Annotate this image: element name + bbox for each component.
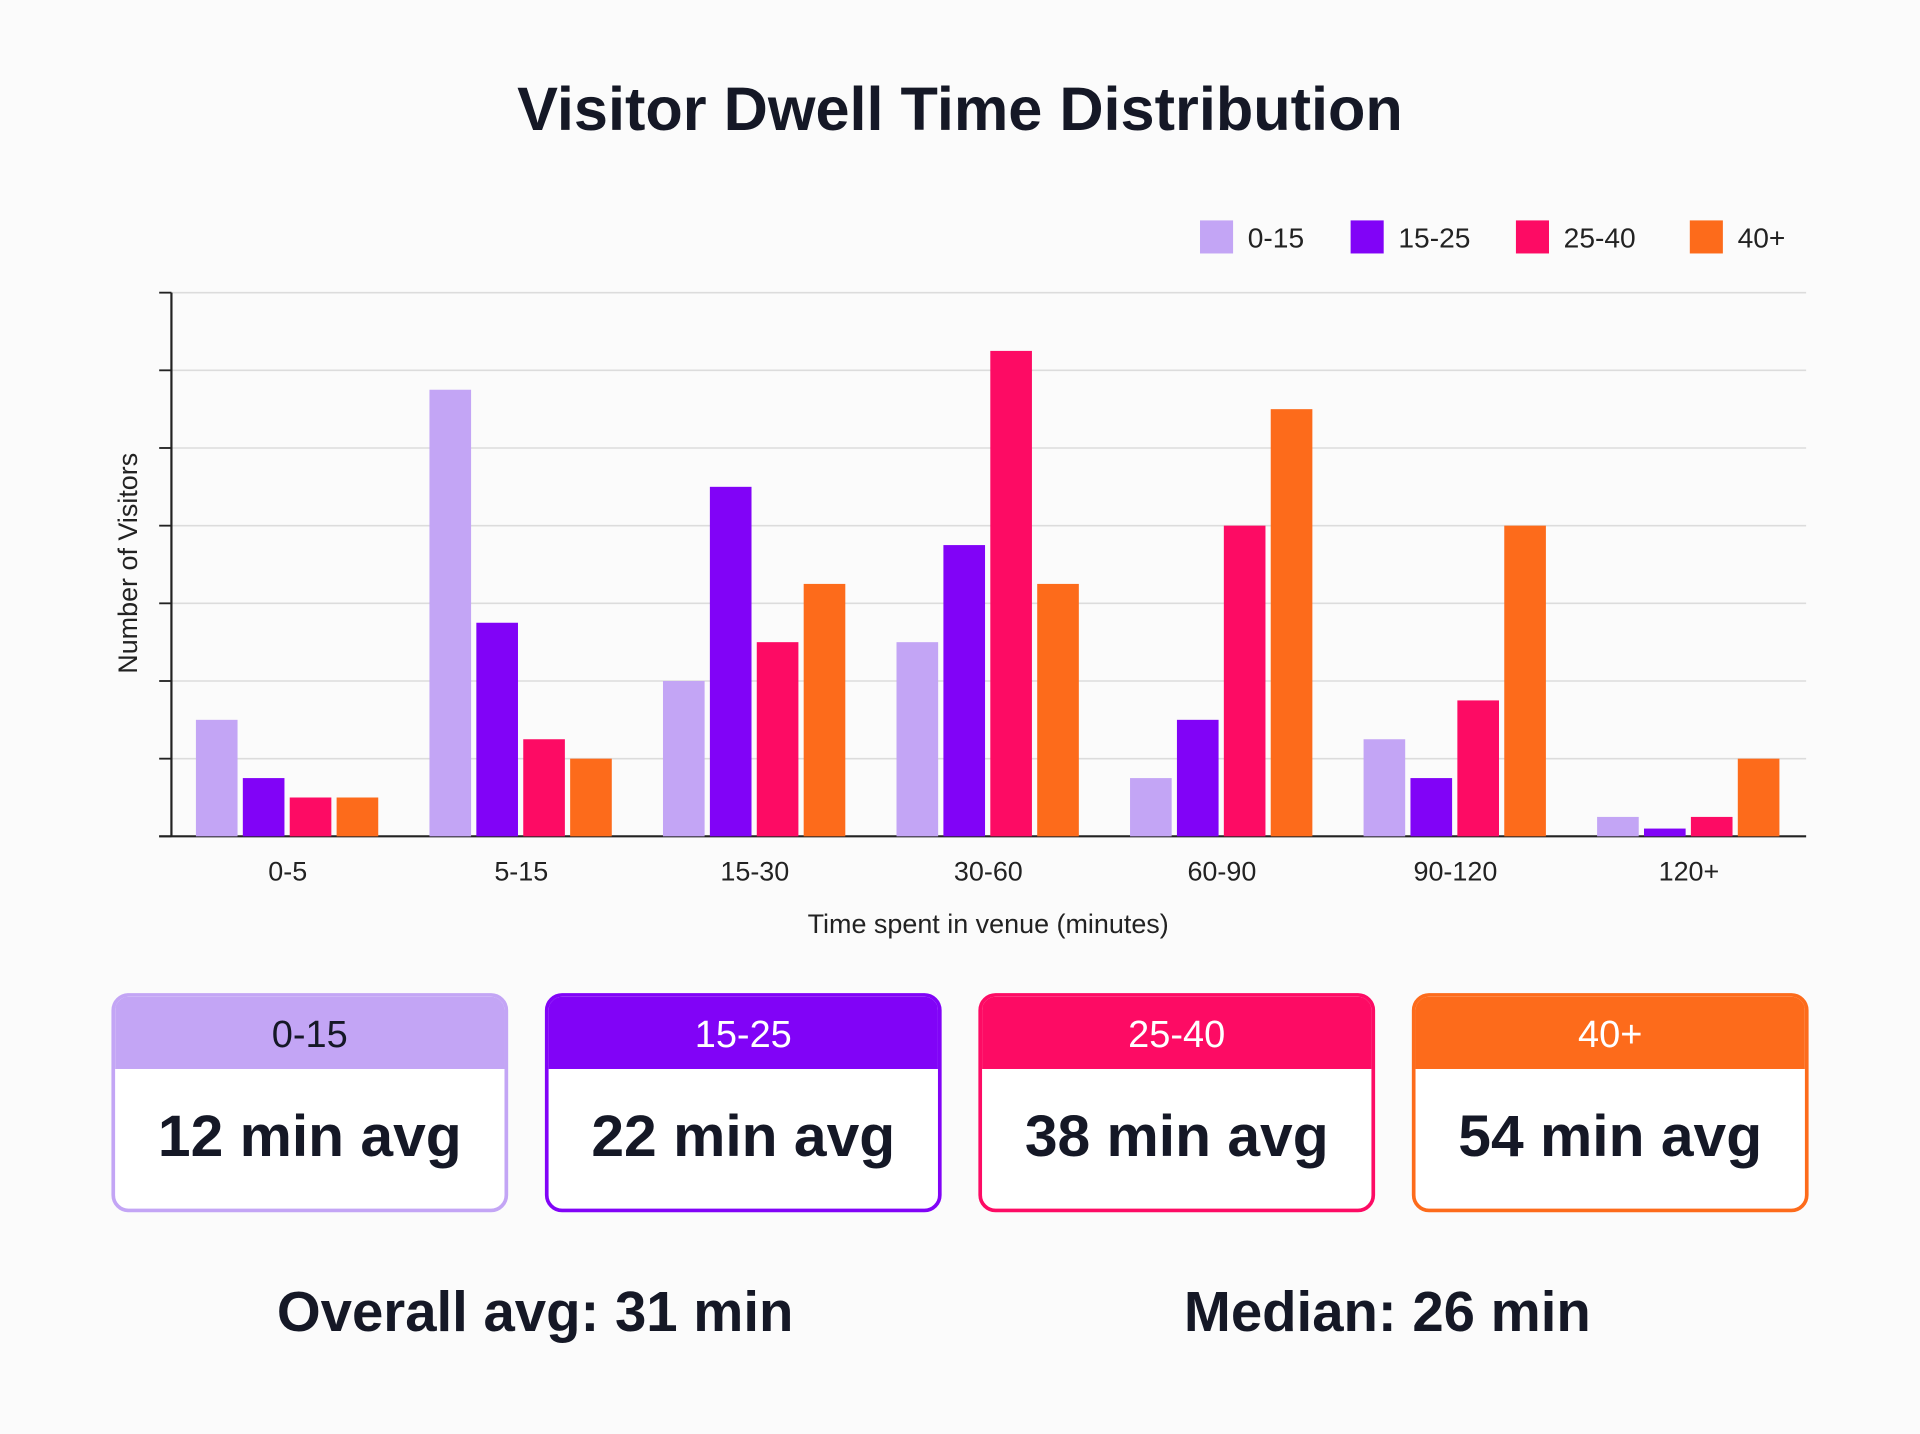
- card-value: 22 min avg: [591, 1104, 896, 1170]
- bar-40+-0-5: [336, 797, 379, 837]
- bar-15-25-15-30: [709, 486, 752, 837]
- bar-0-15-5-15: [429, 389, 472, 837]
- bar-chart: 0-5 5-15 15-30 30-60 60-90 90-120 120+ Time spe…: [113, 220, 1807, 939]
- x-tick-label: 0-5: [268, 856, 307, 886]
- bar-0-15-30-60: [896, 642, 939, 837]
- x-tick-label: 15-30: [720, 856, 789, 886]
- x-tick-label: 90-120: [1413, 856, 1497, 886]
- legend-item-40+: 40+: [1689, 220, 1786, 254]
- bar-15-25-5-15: [476, 622, 518, 837]
- bar-15-25-120+: [1643, 828, 1686, 837]
- card-label: 25-40: [982, 996, 1372, 1069]
- x-tick-label: 60-90: [1187, 856, 1256, 886]
- bar-0-15-120+: [1597, 816, 1639, 837]
- card-15-25: 15-25 22 min avg: [544, 993, 942, 1213]
- legend-swatch: [1515, 220, 1549, 254]
- legend-label: 40+: [1738, 222, 1786, 253]
- bar-40+-90-120: [1504, 525, 1546, 837]
- bar-15-25-0-5: [242, 778, 285, 837]
- bar-25-40-15-30: [756, 642, 799, 837]
- legend-item-0-15: 0-15: [1200, 220, 1304, 254]
- bar-25-40-60-90: [1223, 525, 1266, 837]
- bar-0-15-0-5: [195, 719, 238, 837]
- legend-swatch: [1689, 220, 1723, 254]
- legend-label: 15-25: [1398, 222, 1470, 253]
- legend-label: 25-40: [1564, 222, 1636, 253]
- legend-swatch: [1200, 220, 1234, 254]
- card-0-15: 0-15 12 min avg: [111, 993, 509, 1213]
- bar-40+-30-60: [1037, 583, 1079, 837]
- legend-item-25-40: 25-40: [1515, 220, 1636, 254]
- card-25-40: 25-40 38 min avg: [978, 993, 1376, 1213]
- bar-40+-60-90: [1270, 409, 1313, 837]
- overall-average: Overall avg: 31 min: [276, 1279, 794, 1344]
- x-axis-label: Time spent in venue (minutes): [808, 909, 1169, 939]
- card-40-plus: 40+ 54 min avg: [1411, 993, 1809, 1213]
- bar-0-15-90-120: [1363, 739, 1406, 837]
- bar-15-25-60-90: [1176, 719, 1219, 837]
- bar-40+-5-15: [570, 758, 612, 837]
- bar-25-40-30-60: [990, 350, 1032, 837]
- x-tick-label: 5-15: [494, 856, 548, 886]
- chart-title: Visitor Dwell Time Distribution: [517, 74, 1403, 144]
- bar-40+-15-30: [803, 583, 846, 837]
- bar-25-40-0-5: [289, 797, 332, 837]
- y-axis-label: Number of Visitors: [113, 453, 143, 674]
- bar-0-15-60-90: [1130, 778, 1172, 837]
- bar-25-40-120+: [1690, 816, 1733, 837]
- card-label: 40+: [1415, 996, 1805, 1069]
- median: Median: 26 min: [1183, 1279, 1591, 1344]
- bar-0-15-15-30: [662, 680, 705, 837]
- legend-item-15-25: 15-25: [1350, 220, 1470, 254]
- bar-25-40-5-15: [523, 739, 565, 837]
- bar-40+-120+: [1737, 758, 1780, 837]
- card-value: 38 min avg: [1024, 1104, 1329, 1170]
- card-value: 54 min avg: [1458, 1104, 1763, 1170]
- card-label: 15-25: [548, 996, 938, 1069]
- card-value: 12 min avg: [157, 1104, 462, 1170]
- x-tick-label: 30-60: [954, 856, 1023, 886]
- card-label: 0-15: [115, 996, 505, 1069]
- legend-label: 0-15: [1248, 222, 1304, 253]
- bar-15-25-90-120: [1410, 778, 1453, 837]
- x-tick-label: 120+: [1659, 856, 1720, 886]
- legend-swatch: [1350, 220, 1384, 254]
- bar-25-40-90-120: [1457, 700, 1499, 837]
- bar-15-25-30-60: [943, 545, 986, 837]
